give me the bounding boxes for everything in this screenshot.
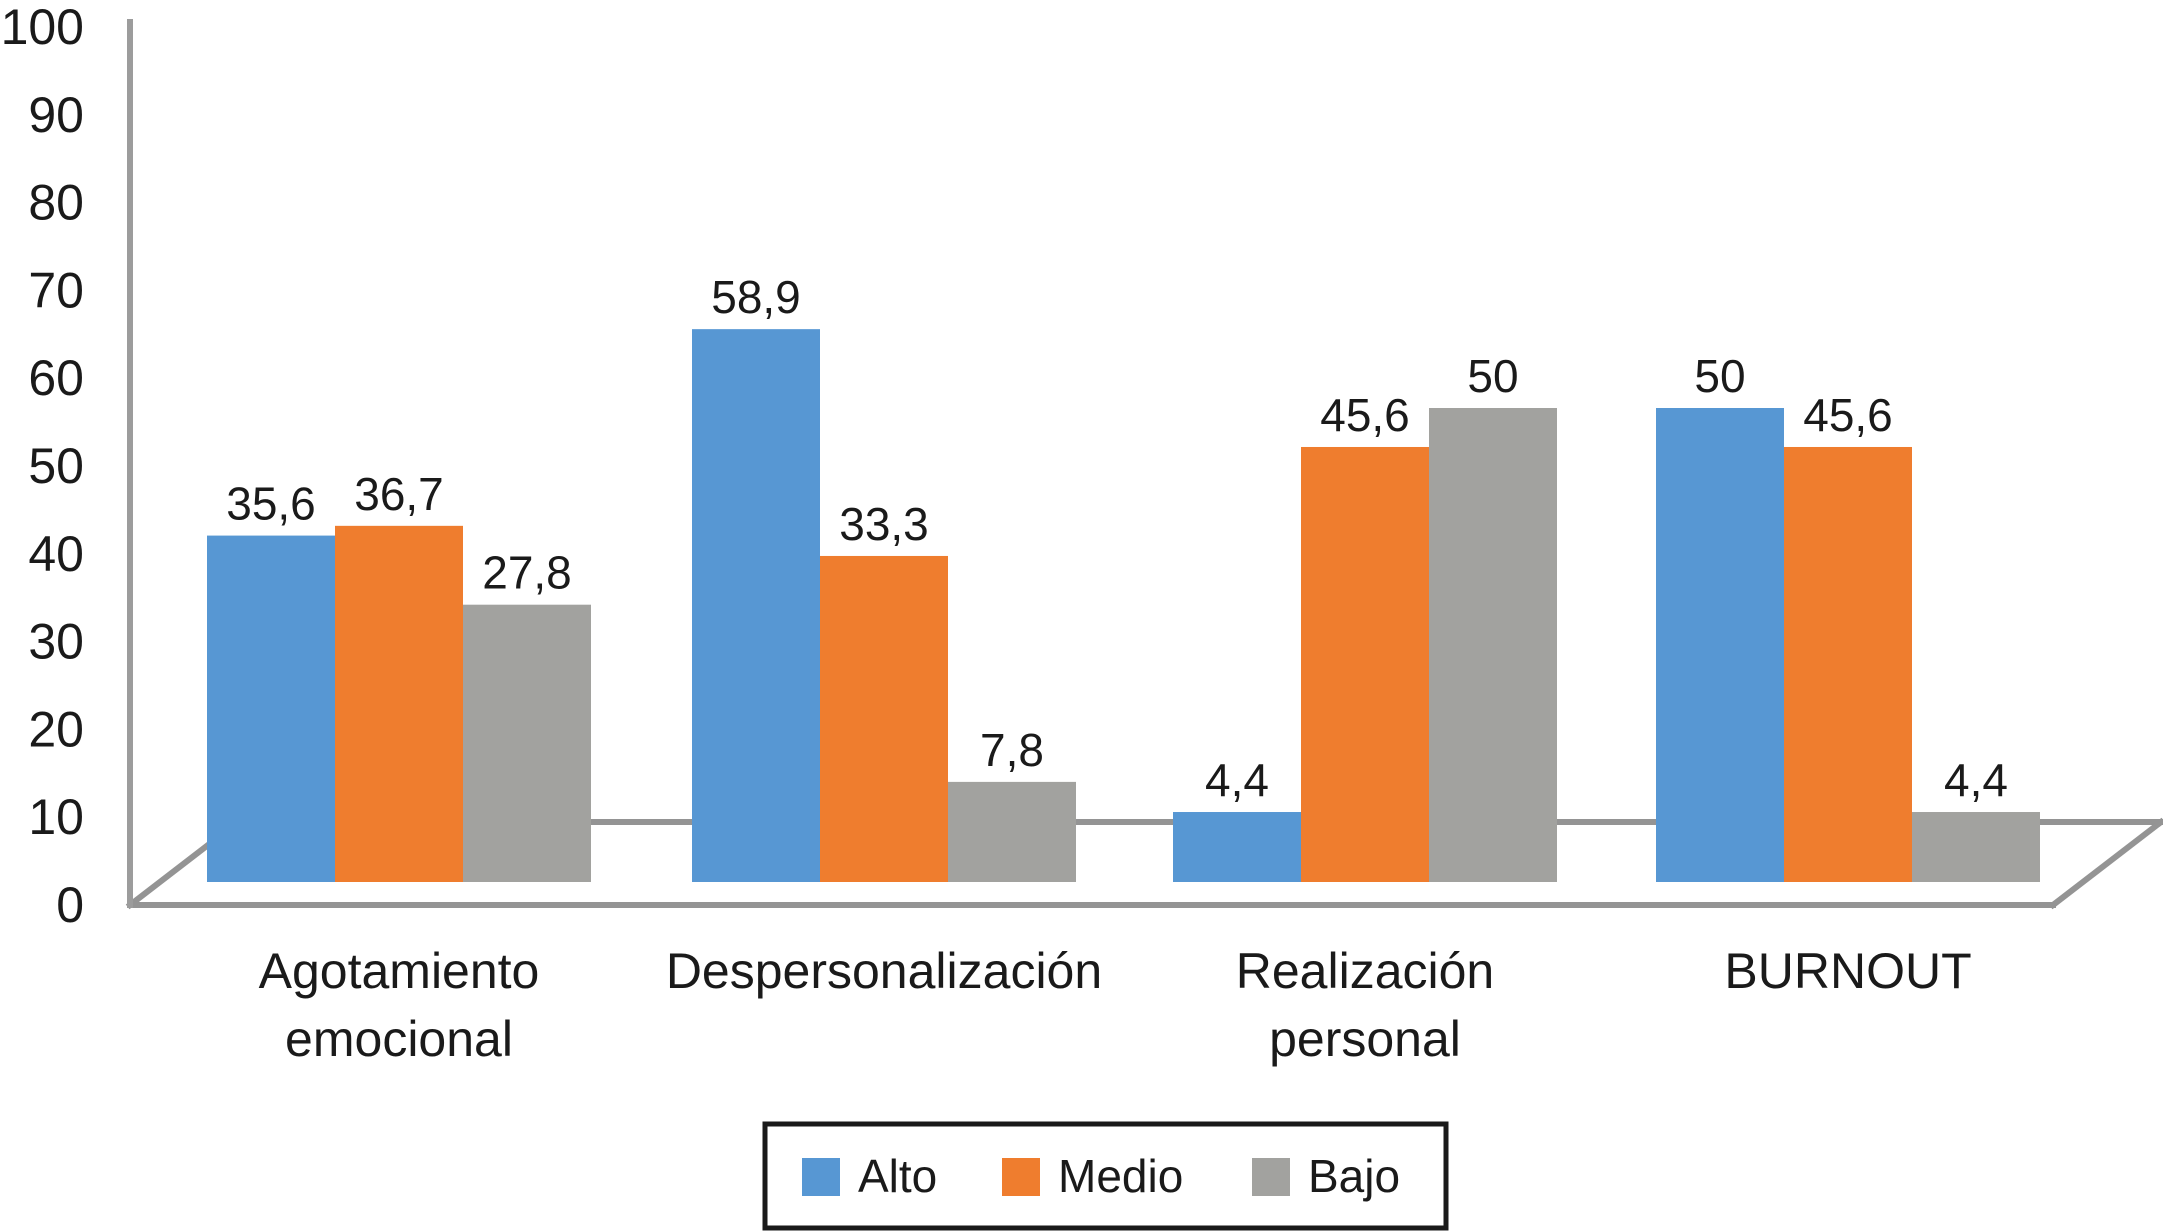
value-label-alto-4: 50 xyxy=(1694,350,1745,402)
x-axis-category-label: emocional xyxy=(285,1011,513,1067)
value-label-alto-2: 58,9 xyxy=(711,271,801,323)
value-label-bajo-4: 4,4 xyxy=(1944,754,2008,806)
x-axis-category-label: Realización xyxy=(1236,943,1494,999)
y-axis-tick-label: 80 xyxy=(28,175,84,231)
value-label-alto-1: 35,6 xyxy=(226,478,316,530)
legend-swatch-medio-icon xyxy=(1002,1158,1040,1196)
y-axis-tick-label: 50 xyxy=(28,438,84,494)
x-axis-category-label: Agotamiento xyxy=(259,943,540,999)
legend-label-bajo: Bajo xyxy=(1308,1150,1400,1202)
y-axis-tick-label: 30 xyxy=(28,614,84,670)
value-label-bajo-2: 7,8 xyxy=(980,724,1044,776)
bar-bajo-4 xyxy=(1912,812,2040,882)
y-axis-tick-label: 60 xyxy=(28,350,84,406)
legend-swatch-alto-icon xyxy=(802,1158,840,1196)
value-label-medio-2: 33,3 xyxy=(839,498,929,550)
bar-alto-1 xyxy=(207,535,335,882)
floor-right-depth-edge xyxy=(2048,817,2163,910)
bar-bajo-2 xyxy=(948,781,1076,882)
x-axis-category-label: Despersonalización xyxy=(666,943,1102,999)
bar-bajo-3 xyxy=(1429,408,1557,882)
value-label-medio-1: 36,7 xyxy=(354,468,444,520)
legend-label-medio: Medio xyxy=(1058,1150,1183,1202)
x-axis-category-label: BURNOUT xyxy=(1724,943,1971,999)
y-axis-tick-label: 20 xyxy=(28,701,84,757)
bar-bajo-1 xyxy=(463,604,591,882)
bar-alto-3 xyxy=(1173,812,1301,882)
x-axis-category-label: personal xyxy=(1269,1011,1461,1067)
bar-medio-3 xyxy=(1301,446,1429,882)
y-axis-tick-label: 100 xyxy=(1,0,84,55)
bar-medio-1 xyxy=(335,525,463,882)
y-axis-tick-label: 10 xyxy=(28,789,84,845)
bar-alto-4 xyxy=(1656,408,1784,882)
legend-box xyxy=(762,1121,1449,1231)
value-label-medio-3: 45,6 xyxy=(1320,389,1410,441)
bar-medio-4 xyxy=(1784,446,1912,882)
y-axis-tick-label: 40 xyxy=(28,526,84,582)
value-label-bajo-3: 50 xyxy=(1467,350,1518,402)
value-label-alto-3: 4,4 xyxy=(1205,754,1269,806)
bar-medio-2 xyxy=(820,555,948,882)
legend-label-alto: Alto xyxy=(858,1150,937,1202)
value-label-bajo-1: 27,8 xyxy=(482,547,572,599)
y-axis-tick-label: 90 xyxy=(28,87,84,143)
legend-swatch-bajo-icon xyxy=(1252,1158,1290,1196)
value-label-medio-4: 45,6 xyxy=(1803,389,1893,441)
bar-alto-2 xyxy=(692,329,820,882)
y-axis-tick-label: 0 xyxy=(56,877,84,933)
y-axis-tick-label: 70 xyxy=(28,262,84,318)
